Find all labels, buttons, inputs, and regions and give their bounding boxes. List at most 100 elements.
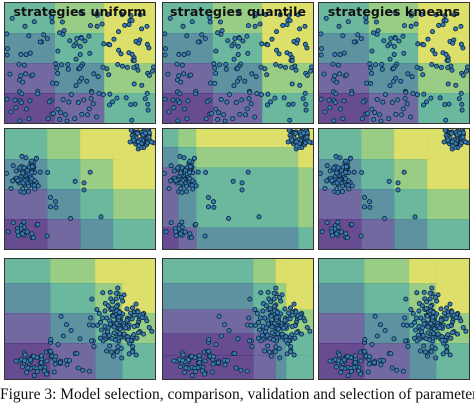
- data-point: [289, 81, 295, 87]
- data-point: [465, 64, 469, 70]
- data-point: [130, 349, 136, 355]
- data-point: [149, 328, 155, 334]
- data-point: [244, 106, 250, 112]
- data-point: [89, 338, 95, 344]
- data-point: [303, 107, 309, 113]
- data-point: [399, 112, 405, 118]
- data-point: [225, 358, 231, 364]
- data-point: [273, 29, 280, 35]
- data-point: [458, 41, 464, 47]
- decision-plot: [319, 129, 469, 249]
- data-point: [7, 71, 13, 77]
- data-point: [27, 357, 33, 363]
- data-point: [256, 327, 263, 333]
- data-point: [275, 326, 281, 332]
- data-point: [429, 29, 436, 35]
- data-point: [464, 68, 469, 74]
- data-point: [111, 330, 117, 336]
- data-point: [332, 100, 338, 106]
- data-point: [5, 52, 10, 58]
- data-point: [229, 43, 235, 49]
- data-point: [458, 90, 464, 96]
- data-point: [90, 322, 96, 328]
- data-point: [408, 23, 414, 29]
- data-point: [287, 305, 294, 311]
- data-point: [137, 12, 143, 18]
- region-cell: [178, 129, 197, 148]
- data-point: [283, 337, 289, 343]
- data-point: [218, 96, 224, 102]
- data-point: [419, 325, 425, 331]
- data-point: [86, 106, 92, 112]
- region-cell: [286, 259, 313, 284]
- region-cell: [5, 313, 51, 344]
- region-cell: [394, 129, 428, 160]
- data-point: [404, 322, 410, 328]
- data-point: [381, 358, 387, 364]
- data-point: [252, 114, 258, 120]
- data-point: [367, 204, 373, 210]
- data-point: [385, 43, 391, 49]
- data-point: [293, 67, 299, 73]
- data-point: [263, 303, 269, 309]
- region-cell: [47, 219, 81, 249]
- data-point: [120, 63, 126, 69]
- data-point: [30, 235, 36, 241]
- data-point: [371, 30, 377, 36]
- data-point: [341, 357, 347, 363]
- data-point: [266, 349, 272, 355]
- data-point: [22, 352, 28, 358]
- data-point: [453, 26, 459, 32]
- data-point: [263, 325, 269, 331]
- region-cell: [47, 189, 81, 220]
- data-point: [277, 355, 283, 361]
- data-point: [86, 368, 92, 374]
- data-point: [324, 220, 330, 226]
- data-point: [439, 337, 445, 343]
- data-point: [391, 336, 397, 342]
- data-point: [269, 36, 275, 42]
- data-point: [343, 158, 349, 164]
- data-point: [258, 290, 264, 296]
- region-cell: [50, 259, 96, 284]
- panel-title: strategies quantile: [169, 4, 307, 19]
- data-point: [349, 183, 355, 189]
- data-point: [81, 187, 87, 193]
- data-point: [122, 22, 128, 28]
- data-point: [262, 315, 268, 321]
- data-point: [173, 178, 179, 184]
- data-point: [450, 40, 456, 46]
- data-point: [409, 74, 415, 80]
- data-point: [177, 153, 183, 159]
- decision-plot: [5, 129, 155, 249]
- data-point: [434, 63, 440, 69]
- decision-plot: [5, 259, 155, 379]
- data-point: [369, 106, 375, 112]
- data-point: [445, 312, 451, 318]
- data-point: [124, 317, 130, 323]
- data-point: [144, 90, 150, 96]
- data-point: [21, 62, 27, 68]
- data-point: [371, 116, 377, 122]
- data-point: [389, 99, 395, 105]
- region-cell: [436, 343, 469, 379]
- data-point: [302, 318, 308, 324]
- data-point: [87, 169, 93, 175]
- data-point: [131, 137, 137, 143]
- region-cell: [319, 259, 365, 284]
- data-point: [163, 52, 168, 58]
- data-point: [20, 79, 26, 85]
- data-point: [265, 42, 271, 48]
- data-point: [459, 101, 465, 107]
- data-point: [77, 66, 83, 72]
- data-point: [166, 186, 172, 192]
- data-point: [395, 180, 401, 186]
- data-point: [25, 365, 31, 371]
- data-point: [21, 357, 27, 364]
- data-point: [136, 143, 142, 149]
- data-point: [387, 56, 393, 62]
- data-point: [59, 62, 65, 68]
- data-point: [340, 116, 346, 122]
- data-point: [107, 91, 113, 97]
- data-point: [181, 52, 187, 58]
